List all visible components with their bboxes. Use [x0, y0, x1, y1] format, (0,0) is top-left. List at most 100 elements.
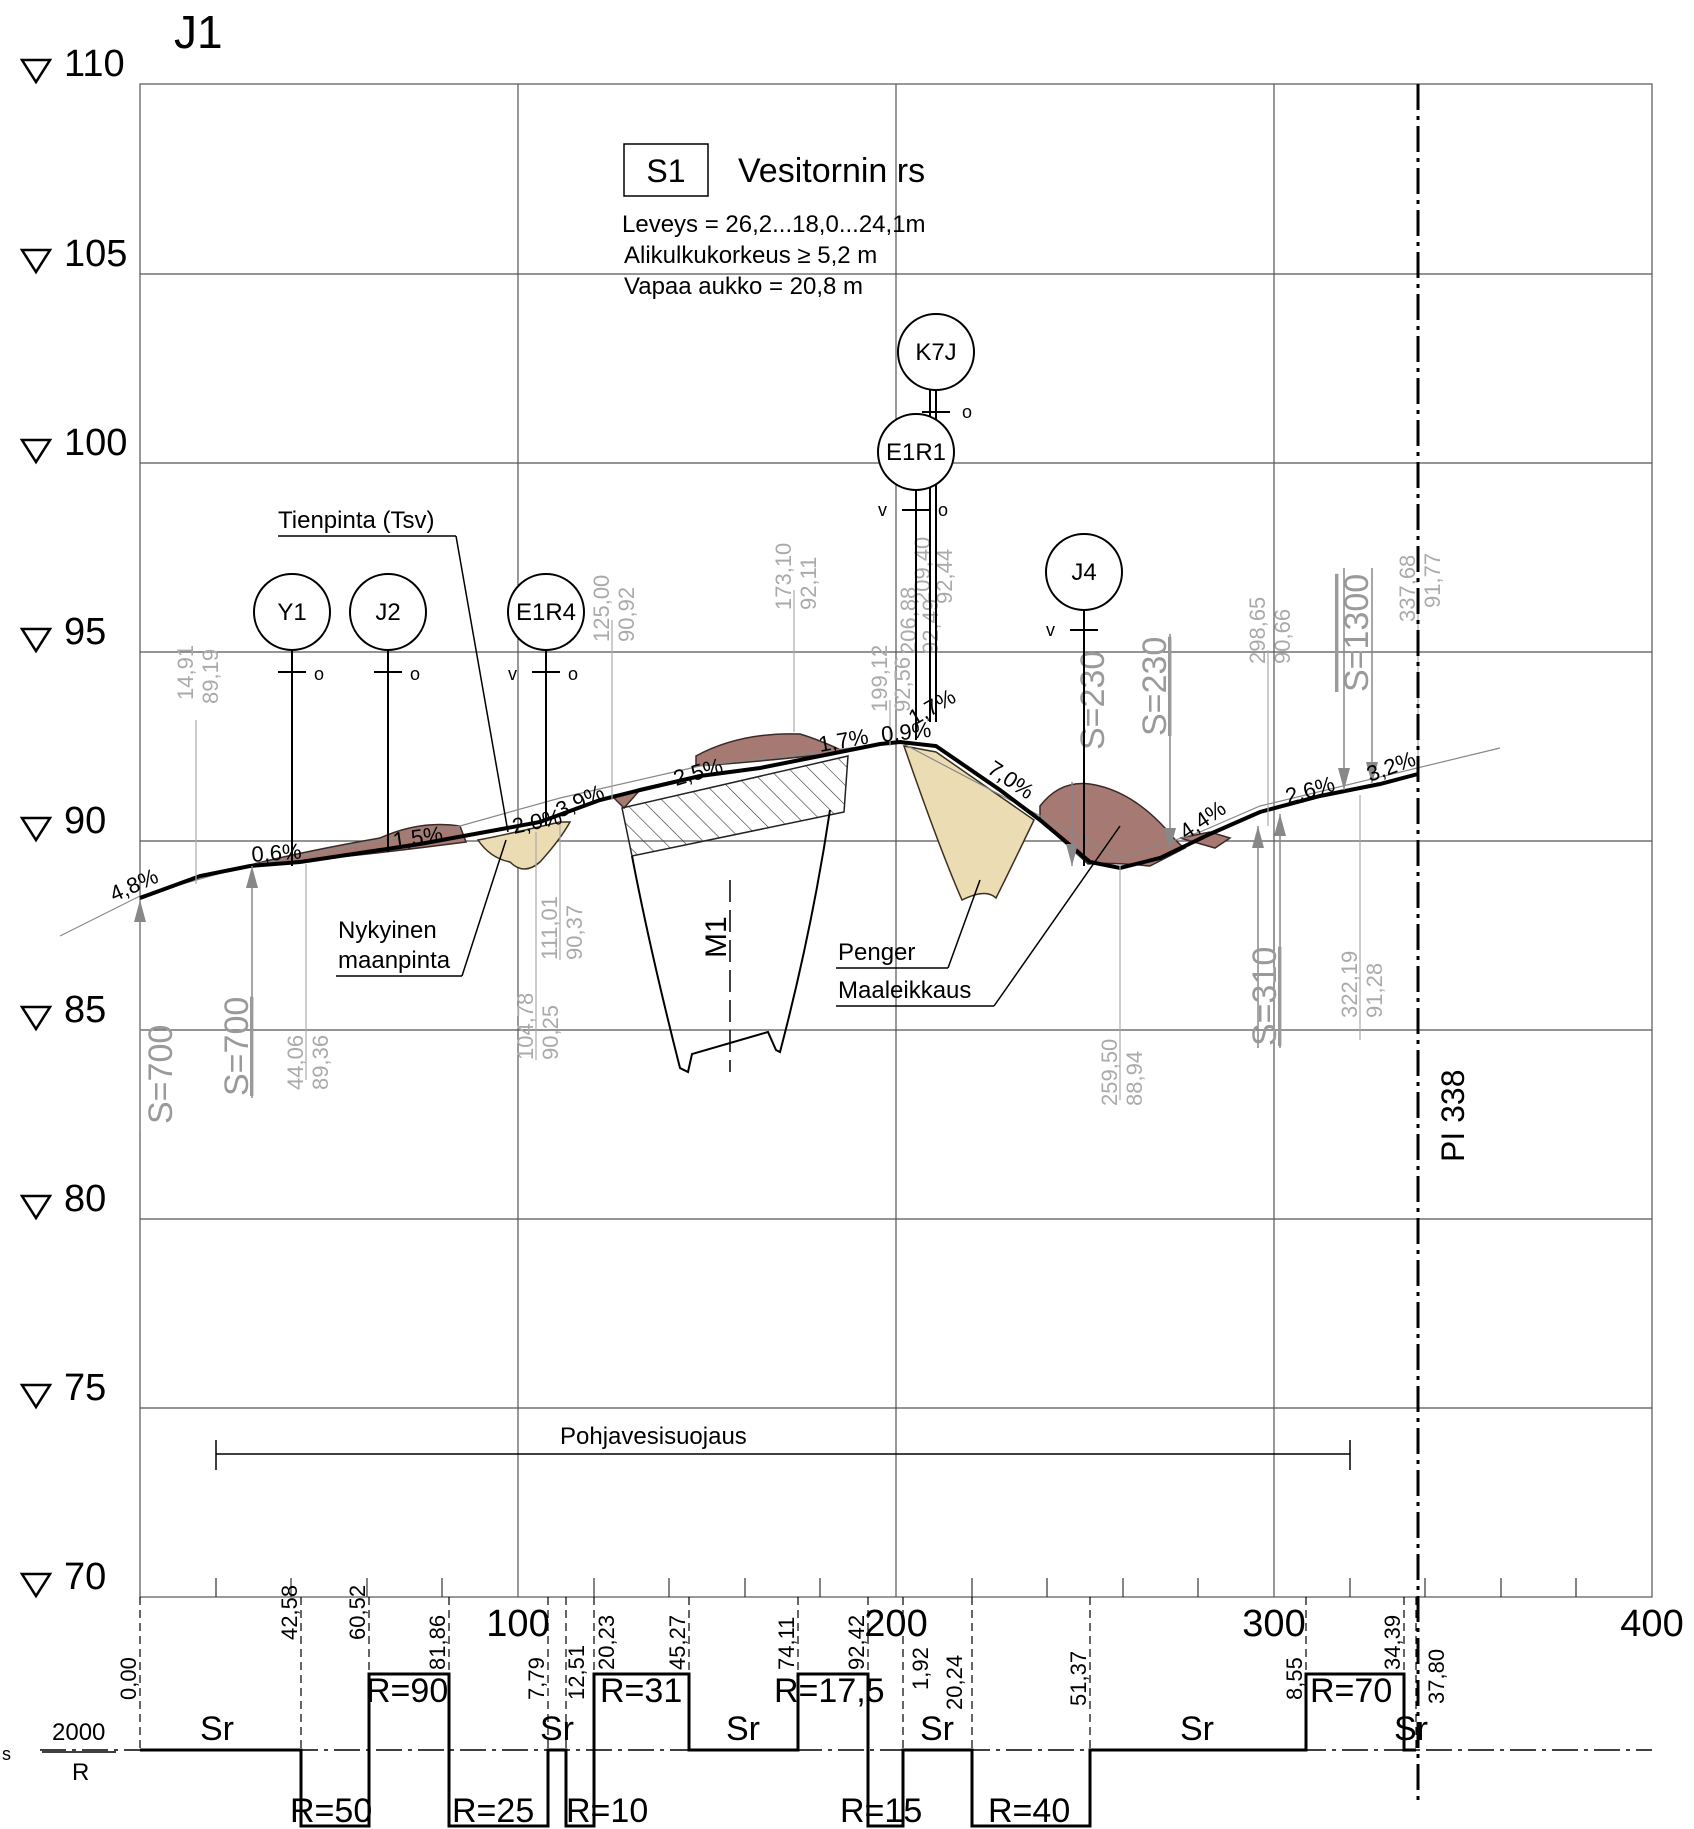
svg-text:v: v	[878, 500, 887, 520]
m1-pit-outline	[631, 809, 831, 1074]
grade-label: 0,6%	[251, 839, 303, 867]
info-line-2: Alikulkukorkeus ≥ 5,2 m	[624, 242, 877, 269]
station-elev: 88,94	[1122, 1051, 1147, 1106]
elevation-axis: 110 105 100 95 90 85 80 75 70	[19, 43, 127, 1599]
structure-label: J2	[375, 599, 400, 626]
nykyinen-label: Nykyinen	[338, 917, 437, 944]
station-elev: 92,11	[796, 557, 821, 610]
alignment-segment: R=70	[1310, 1672, 1392, 1710]
structure-code: S1	[646, 153, 685, 189]
break-station: 51,37	[1066, 1651, 1091, 1706]
callouts: Tienpinta (Tsv) Nykyinen maanpinta Penge…	[215, 507, 1351, 1470]
alignment-segment: Sr	[540, 1710, 574, 1748]
alignment-segment: Sr	[1394, 1710, 1428, 1748]
cut-area	[695, 733, 848, 767]
horizontal-alignment: s 2000 R 0,00 42,58 60,52 81,86 7,79 12,…	[2, 1585, 1652, 1829]
vertical-curve-label: S=700	[142, 1025, 180, 1124]
svg-text:o: o	[410, 664, 420, 684]
station-elev: 91,28	[1362, 963, 1387, 1018]
station-axis: 100 200 300 400	[486, 1603, 1683, 1645]
structure-circle-y1	[253, 573, 331, 651]
alignment-segment: R=90	[366, 1672, 448, 1710]
hatched-structure	[621, 755, 849, 857]
info-line-3: Vapaa aukko = 20,8 m	[624, 273, 863, 300]
pi-label: PI 338	[1435, 1069, 1471, 1162]
vertical-curve-label: S=700	[218, 997, 256, 1096]
station-elev: 89,19	[198, 649, 223, 704]
break-station: 42,58	[277, 1585, 302, 1640]
alignment-segment: R=17,5	[774, 1672, 885, 1710]
elev-label-105: 105	[64, 233, 127, 275]
grade-label: 2,6%	[1282, 771, 1337, 809]
station-elev: 89,36	[308, 1035, 333, 1090]
station-value: 173,10	[771, 543, 796, 610]
break-station: 45,27	[665, 1615, 690, 1670]
structure-code-box	[623, 143, 709, 197]
break-station: 12,51	[564, 1645, 589, 1700]
structure-circle-k7j	[897, 313, 975, 391]
break-station: 34,39	[1380, 1615, 1405, 1670]
break-station: 60,52	[345, 1585, 370, 1640]
vertical-curve-label: S=230	[1136, 637, 1174, 736]
station-elev: 92,56	[890, 657, 915, 712]
station-value: 44,06	[283, 1035, 308, 1090]
existing-ground-line	[59, 741, 1501, 937]
maaleikkaus-label: Maaleikkaus	[838, 977, 971, 1004]
break-station: 37,80	[1424, 1649, 1449, 1704]
station-elev: 90,92	[614, 587, 639, 642]
break-station: 81,86	[425, 1615, 450, 1670]
pohjavesisuojaus-label: Pohjavesisuojaus	[560, 1423, 747, 1450]
elev-label-100: 100	[64, 422, 127, 464]
alignment-segment: Sr	[200, 1710, 234, 1748]
station-value: 104,78	[513, 993, 538, 1060]
station-elev: 90,25	[538, 1005, 563, 1060]
maanpinta-label: maanpinta	[338, 947, 451, 974]
structure-info: S1 Vesitornin rs Leveys = 26,2...18,0...…	[622, 143, 926, 300]
station-elev: 90,37	[562, 905, 587, 960]
triangle-icon	[19, 58, 53, 1599]
alignment-segment: R=50	[290, 1792, 372, 1829]
structure-circle-e1r1	[877, 413, 955, 491]
station-axis-label: 300	[1242, 1603, 1305, 1645]
structure-title: Vesitornin rs	[738, 152, 925, 190]
svg-text:v: v	[1046, 620, 1055, 640]
info-line-1: Leveys = 26,2...18,0...24,1m	[622, 211, 926, 238]
vertical-curves: S=700 S=700 S=230 S=230 S=310 S=1300	[134, 568, 1378, 1130]
structure-circle-e1r4	[507, 573, 585, 651]
vertical-curve-label: S=230	[1074, 651, 1112, 750]
elev-label-70: 70	[64, 1556, 106, 1598]
station-axis-label: 400	[1620, 1603, 1683, 1645]
grade-label: 4,8%	[106, 863, 162, 906]
elev-label-75: 75	[64, 1367, 106, 1409]
alignment-segment: R=31	[600, 1672, 682, 1710]
break-station: 92,42	[844, 1615, 869, 1670]
station-value: 322,19	[1337, 951, 1362, 1018]
structure-label: K7J	[915, 339, 956, 366]
station-ticks	[215, 1578, 1577, 1597]
station-axis-label: 200	[864, 1603, 927, 1645]
alignment-segment: R=40	[988, 1792, 1070, 1829]
svg-text:v: v	[508, 664, 517, 684]
alignment-segment: Sr	[726, 1710, 760, 1748]
break-station: 20,23	[594, 1615, 619, 1670]
station-elev: 91,77	[1420, 553, 1445, 608]
structure-label: Y1	[277, 599, 306, 626]
vertical-curve-label: S=310	[1246, 947, 1284, 1046]
station-value: 14,91	[173, 645, 198, 700]
vertical-curve-label: S=1300	[1338, 574, 1376, 692]
elev-label-95: 95	[64, 611, 106, 653]
break-station: 20,24	[942, 1655, 967, 1710]
grade-label: 1,5%	[391, 821, 444, 853]
alignment-r-label: R	[72, 1759, 89, 1786]
structure-circle-j4	[1045, 533, 1123, 611]
elev-label-110: 110	[64, 43, 125, 85]
alignment-segment: R=15	[840, 1792, 922, 1829]
station-value: 259,50	[1097, 1039, 1122, 1106]
pi-marker: PI 338	[1416, 84, 1471, 1800]
structure-label: J4	[1071, 559, 1096, 586]
svg-text:o: o	[962, 402, 972, 422]
elev-label-80: 80	[64, 1178, 106, 1220]
structure-label: E1R1	[886, 439, 946, 466]
station-value: 199,12	[867, 645, 892, 712]
svg-text:o: o	[938, 500, 948, 520]
